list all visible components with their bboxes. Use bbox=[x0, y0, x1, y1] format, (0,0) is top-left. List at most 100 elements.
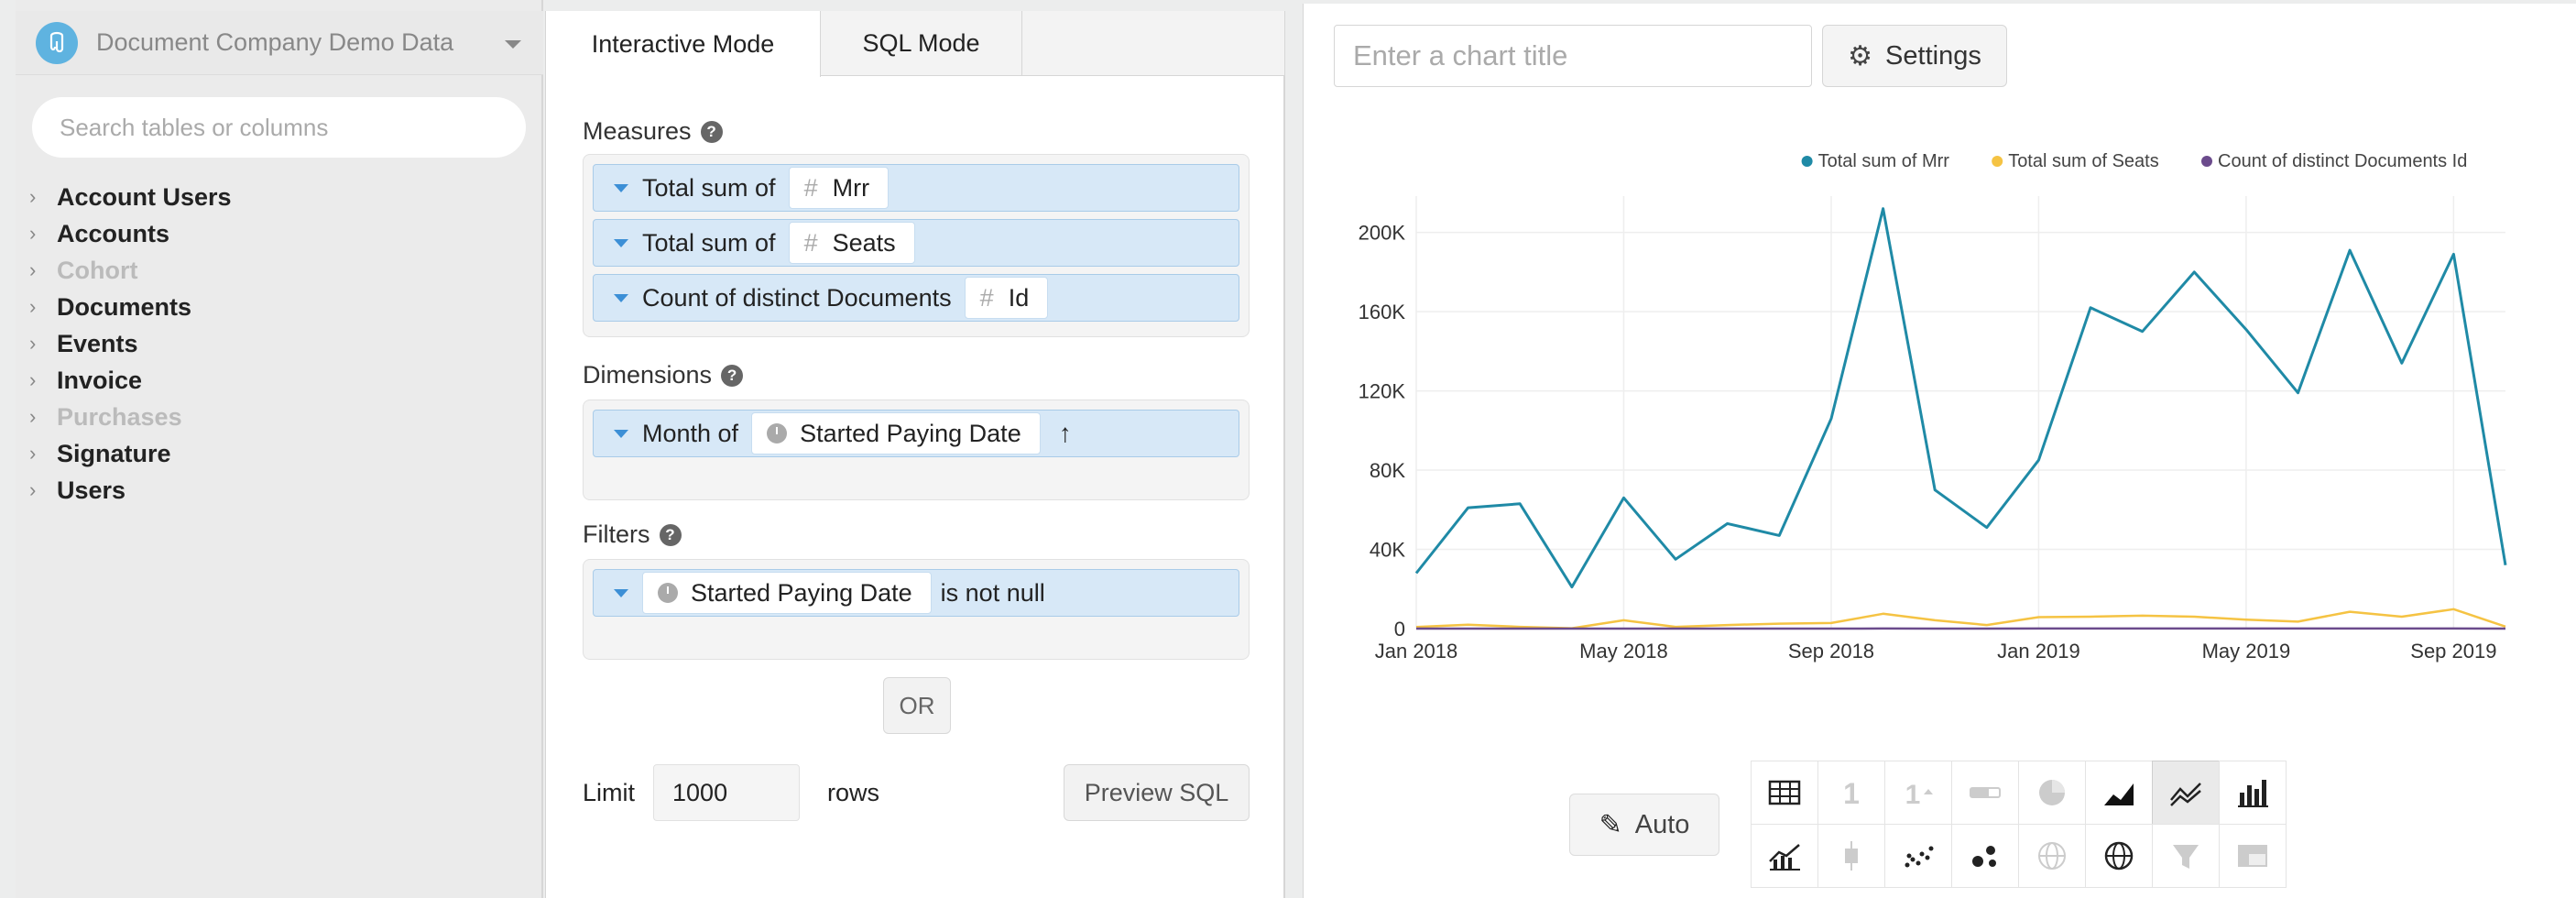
table-icon bbox=[1768, 780, 1801, 805]
datasource-select[interactable]: Document Company Demo Data bbox=[16, 11, 543, 75]
legend-marker[interactable] bbox=[1992, 156, 2003, 167]
caret-down-icon[interactable] bbox=[614, 429, 628, 438]
table-item-events[interactable]: › Events bbox=[29, 325, 232, 362]
table-item-signature[interactable]: › Signature bbox=[29, 435, 232, 472]
sort-ascending-icon[interactable]: ↑ bbox=[1058, 419, 1072, 447]
caret-down-icon[interactable] bbox=[614, 293, 628, 302]
gear-icon: ⚙ bbox=[1848, 40, 1873, 71]
legend-label[interactable]: Total sum of Mrr bbox=[1818, 151, 1950, 171]
y-tick-label: 120K bbox=[1359, 380, 1406, 403]
chevron-down-icon[interactable] bbox=[505, 40, 521, 49]
table-label: Signature bbox=[57, 439, 171, 467]
chevron-right-icon: › bbox=[29, 478, 37, 501]
preview-sql-button[interactable]: Preview SQL bbox=[1064, 764, 1250, 821]
table-item-users[interactable]: › Users bbox=[29, 472, 232, 509]
help-icon[interactable]: ? bbox=[700, 120, 723, 143]
chart-type-world-map[interactable] bbox=[2085, 824, 2153, 888]
tab-interactive-mode[interactable]: Interactive Mode bbox=[546, 11, 821, 77]
clock-icon bbox=[767, 423, 788, 444]
help-icon[interactable]: ? bbox=[659, 523, 682, 546]
measure-agg: Count of distinct Documents bbox=[642, 283, 952, 312]
chart-type-combo[interactable] bbox=[1751, 824, 1818, 888]
chart-type-progress-bar[interactable] bbox=[1951, 761, 2019, 825]
field-chip[interactable]: Started Paying Date bbox=[751, 412, 1041, 454]
caret-down-icon[interactable] bbox=[614, 588, 628, 597]
chart-type-geo[interactable] bbox=[2018, 824, 2086, 888]
table-label: Accounts bbox=[57, 219, 170, 247]
combo-icon bbox=[1769, 844, 1800, 871]
chevron-right-icon: › bbox=[29, 368, 37, 391]
dimension-pill-started-paying-date[interactable]: Month of Started Paying Date ↑ bbox=[593, 410, 1239, 457]
chart-type-table[interactable] bbox=[1751, 761, 1818, 825]
filters-label: Filters bbox=[583, 520, 650, 548]
field-name: Seats bbox=[832, 228, 896, 257]
x-tick-label: May 2018 bbox=[1579, 640, 1668, 663]
filter-pill-started-paying-date[interactable]: Started Paying Date is not null bbox=[593, 569, 1239, 617]
datasource-panel: Document Company Demo Data › Account User… bbox=[16, 0, 543, 898]
query-builder-panel: Interactive Mode SQL Mode Measures ? Tot… bbox=[545, 11, 1285, 898]
table-item-invoice[interactable]: › Invoice bbox=[29, 362, 232, 399]
chart-title-input[interactable] bbox=[1334, 25, 1812, 87]
measure-pill-seats[interactable]: Total sum of # Seats bbox=[593, 219, 1239, 267]
field-chip[interactable]: # Seats bbox=[788, 222, 915, 264]
table-item-accounts[interactable]: › Accounts bbox=[29, 215, 232, 252]
measures-label: Measures bbox=[583, 117, 692, 145]
chart-type-funnel[interactable] bbox=[2152, 824, 2220, 888]
chart-type-pivot[interactable] bbox=[2219, 824, 2287, 888]
measure-agg: Total sum of bbox=[642, 173, 776, 202]
x-tick-label: Sep 2018 bbox=[1788, 640, 1874, 663]
table-label: Documents bbox=[57, 292, 192, 321]
chevron-right-icon: › bbox=[29, 258, 37, 281]
chart-type-area[interactable] bbox=[2085, 761, 2153, 825]
number-trend-icon: 1 bbox=[1905, 780, 1933, 810]
table-item-documents[interactable]: › Documents bbox=[29, 289, 232, 325]
measure-agg: Total sum of bbox=[642, 228, 776, 257]
number-icon: # bbox=[803, 173, 818, 202]
table-label: Cohort bbox=[57, 256, 138, 284]
settings-button[interactable]: ⚙ Settings bbox=[1822, 25, 2007, 87]
table-item-cohort: › Cohort bbox=[29, 252, 232, 289]
y-tick-label: 200K bbox=[1359, 222, 1406, 245]
help-icon[interactable]: ? bbox=[721, 364, 744, 387]
filters-box: Started Paying Date is not null bbox=[583, 559, 1250, 660]
bar-icon bbox=[2238, 780, 2268, 807]
auto-chart-button[interactable]: ✎ Auto bbox=[1569, 794, 1719, 856]
chart-type-box-plot[interactable] bbox=[1817, 824, 1885, 888]
chart-type-bar[interactable] bbox=[2219, 761, 2287, 825]
area-icon bbox=[2104, 783, 2134, 805]
number-icon: 1 bbox=[1843, 777, 1860, 810]
box-plot-icon bbox=[1845, 841, 1858, 871]
chart-type-scatter[interactable] bbox=[1884, 824, 1952, 888]
field-name: Started Paying Date bbox=[800, 419, 1021, 447]
field-chip[interactable]: # Id bbox=[964, 277, 1049, 319]
table-label: Account Users bbox=[57, 182, 232, 211]
x-tick-label: Sep 2019 bbox=[2410, 640, 2496, 663]
table-item-account-users[interactable]: › Account Users bbox=[29, 179, 232, 215]
field-chip[interactable]: Started Paying Date bbox=[642, 572, 932, 614]
caret-down-icon[interactable] bbox=[614, 183, 628, 192]
table-label: Invoice bbox=[57, 366, 143, 394]
field-chip[interactable]: # Mrr bbox=[788, 167, 890, 209]
measure-pill-documents-id[interactable]: Count of distinct Documents # Id bbox=[593, 274, 1239, 322]
chart-type-line[interactable] bbox=[2152, 761, 2220, 825]
series-line bbox=[1414, 207, 2507, 589]
caret-down-icon[interactable] bbox=[614, 238, 628, 247]
limit-row: Limit rows bbox=[583, 764, 879, 821]
legend-label[interactable]: Total sum of Seats bbox=[2008, 151, 2159, 171]
chart-type-bubble[interactable] bbox=[1951, 824, 2019, 888]
chevron-right-icon: › bbox=[29, 295, 37, 318]
line-chart: 0 40K 80K 120K 160K 200K Jan 2018 May 2018 Sep 2… bbox=[1359, 151, 2507, 663]
chart-type-pie[interactable] bbox=[2018, 761, 2086, 825]
chart-type-number-trend[interactable]: 1 bbox=[1884, 761, 1952, 825]
measure-pill-mrr[interactable]: Total sum of # Mrr bbox=[593, 164, 1239, 212]
tab-sql-mode[interactable]: SQL Mode bbox=[821, 11, 1022, 76]
legend-label[interactable]: Count of distinct Documents Id bbox=[2218, 151, 2467, 171]
legend-marker[interactable] bbox=[2201, 156, 2212, 167]
field-name: Mrr bbox=[832, 173, 870, 202]
chart-type-number[interactable]: 1 bbox=[1817, 761, 1885, 825]
limit-input[interactable] bbox=[653, 764, 801, 821]
legend-marker[interactable] bbox=[1801, 156, 1813, 167]
search-tables-input[interactable] bbox=[32, 97, 526, 158]
or-button[interactable]: OR bbox=[883, 677, 951, 734]
